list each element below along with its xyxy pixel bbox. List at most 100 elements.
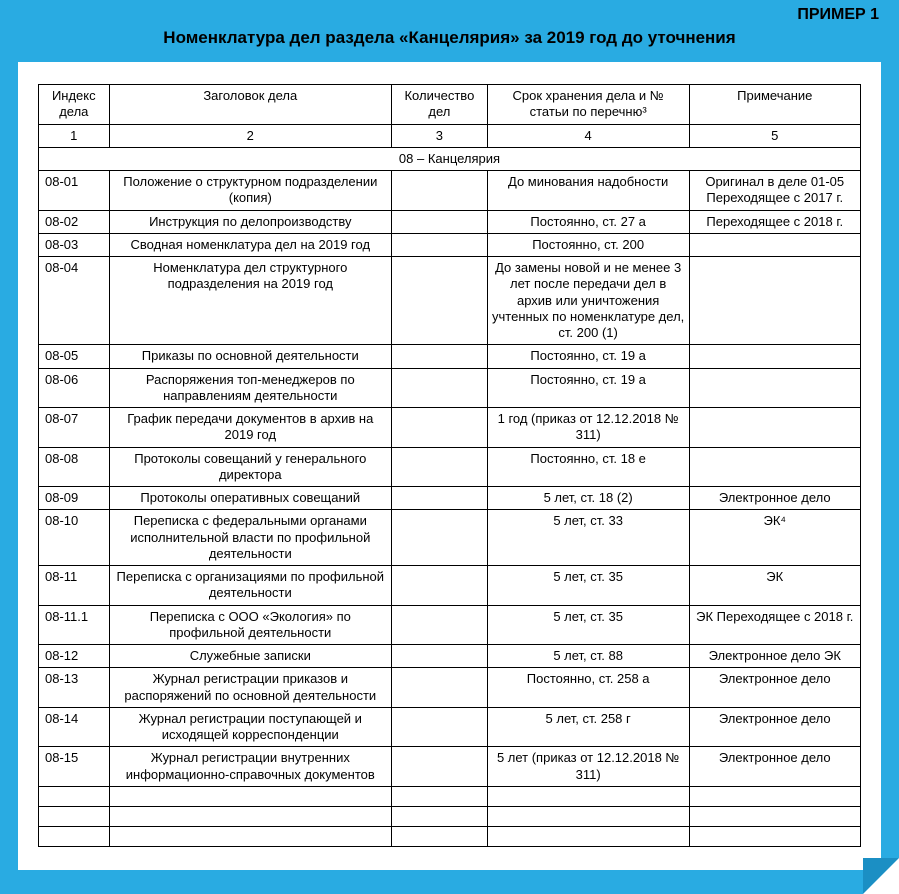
cell-note: Электронное дело	[689, 668, 861, 708]
cell-index: 08-11	[39, 566, 110, 606]
cell-note: ЭК	[689, 566, 861, 606]
col-num-1: 1	[39, 124, 110, 147]
page-body: Индекс дела Заголовок дела Количество де…	[18, 62, 881, 870]
cell-index: 08-14	[39, 707, 110, 747]
nomenclature-table: Индекс дела Заголовок дела Количество де…	[38, 84, 861, 847]
cell-storage: 5 лет, ст. 33	[487, 510, 689, 566]
cell-title: Положение о структурном подразделении (к…	[109, 171, 391, 211]
cell-storage: 1 год (приказ от 12.12.2018 № 311)	[487, 408, 689, 448]
cell-storage: Постоянно, ст. 27 а	[487, 210, 689, 233]
cell-qty	[391, 233, 487, 256]
cell-storage: 5 лет, ст. 35	[487, 605, 689, 645]
table-row-empty	[39, 806, 861, 826]
cell-storage: Постоянно, ст. 18 е	[487, 447, 689, 487]
table-body: 08 – Канцелярия 08-01Положение о структу…	[39, 147, 861, 846]
cell-qty	[391, 707, 487, 747]
cell-note: Электронное дело ЭК	[689, 645, 861, 668]
document-frame: ПРИМЕР 1 Номенклатура дел раздела «Канце…	[0, 0, 899, 894]
table-row: 08-11Переписка с организациями по профил…	[39, 566, 861, 606]
cell-index: 08-06	[39, 368, 110, 408]
table-row-empty	[39, 826, 861, 846]
cell-index: 08-05	[39, 345, 110, 368]
cell-empty	[391, 786, 487, 806]
cell-title: Служебные записки	[109, 645, 391, 668]
cell-index: 08-04	[39, 257, 110, 345]
col-header-storage: Срок хранения дела и № статьи по перечню…	[487, 85, 689, 125]
cell-title: Протоколы совещаний у генерального дирек…	[109, 447, 391, 487]
cell-qty	[391, 510, 487, 566]
cell-note: ЭК⁴	[689, 510, 861, 566]
cell-title: Журнал регистрации поступающей и исходящ…	[109, 707, 391, 747]
cell-empty	[109, 826, 391, 846]
col-header-note: Примечание	[689, 85, 861, 125]
cell-index: 08-11.1	[39, 605, 110, 645]
cell-index: 08-01	[39, 171, 110, 211]
col-header-index: Индекс дела	[39, 85, 110, 125]
cell-storage: Постоянно, ст. 258 а	[487, 668, 689, 708]
cell-title: График передачи документов в архив на 20…	[109, 408, 391, 448]
cell-empty	[689, 806, 861, 826]
cell-qty	[391, 447, 487, 487]
table-row-empty	[39, 786, 861, 806]
cell-title: Сводная номенклатура дел на 2019 год	[109, 233, 391, 256]
cell-empty	[39, 786, 110, 806]
col-header-title: Заголовок дела	[109, 85, 391, 125]
cell-note: Оригинал в деле 01-05 Переходящее с 2017…	[689, 171, 861, 211]
cell-empty	[487, 826, 689, 846]
cell-empty	[487, 786, 689, 806]
cell-qty	[391, 408, 487, 448]
cell-qty	[391, 368, 487, 408]
col-num-2: 2	[109, 124, 391, 147]
header-num-row: 1 2 3 4 5	[39, 124, 861, 147]
col-num-5: 5	[689, 124, 861, 147]
cell-storage: 5 лет, ст. 258 г	[487, 707, 689, 747]
cell-note: ЭК Переходящее с 2018 г.	[689, 605, 861, 645]
cell-note: Переходящее с 2018 г.	[689, 210, 861, 233]
cell-title: Номенклатура дел структурного подразделе…	[109, 257, 391, 345]
cell-empty	[689, 826, 861, 846]
cell-index: 08-13	[39, 668, 110, 708]
cell-note: Электронное дело	[689, 747, 861, 787]
cell-empty	[391, 806, 487, 826]
cell-title: Переписка с ООО «Экология» по профильной…	[109, 605, 391, 645]
cell-index: 08-12	[39, 645, 110, 668]
cell-index: 08-08	[39, 447, 110, 487]
cell-index: 08-09	[39, 487, 110, 510]
cell-title: Приказы по основной деятельности	[109, 345, 391, 368]
cell-empty	[39, 806, 110, 826]
page-curl-icon	[863, 858, 899, 894]
cell-empty	[39, 826, 110, 846]
cell-empty	[487, 806, 689, 826]
cell-index: 08-03	[39, 233, 110, 256]
cell-title: Журнал регистрации приказов и распоряжен…	[109, 668, 391, 708]
table-row: 08-05Приказы по основной деятельностиПос…	[39, 345, 861, 368]
cell-qty	[391, 645, 487, 668]
cell-qty	[391, 345, 487, 368]
cell-note	[689, 345, 861, 368]
table-row: 08-06Распоряжения топ-менеджеров по напр…	[39, 368, 861, 408]
section-label: 08 – Канцелярия	[39, 147, 861, 170]
table-row: 08-07График передачи документов в архив …	[39, 408, 861, 448]
cell-note	[689, 257, 861, 345]
table-row: 08-15Журнал регистрации внутренних инфор…	[39, 747, 861, 787]
page-title: Номенклатура дел раздела «Канцелярия» за…	[0, 0, 899, 62]
cell-storage: До замены новой и не менее 3 лет после п…	[487, 257, 689, 345]
cell-empty	[109, 786, 391, 806]
cell-storage: 5 лет, ст. 88	[487, 645, 689, 668]
cell-note: Электронное дело	[689, 487, 861, 510]
cell-title: Журнал регистрации внутренних информацио…	[109, 747, 391, 787]
cell-qty	[391, 747, 487, 787]
table-row: 08-10Переписка с федеральными органами и…	[39, 510, 861, 566]
cell-storage: 5 лет, ст. 35	[487, 566, 689, 606]
cell-note	[689, 447, 861, 487]
cell-storage: Постоянно, ст. 200	[487, 233, 689, 256]
col-num-3: 3	[391, 124, 487, 147]
cell-qty	[391, 605, 487, 645]
cell-storage: До минования надобности	[487, 171, 689, 211]
table-row: 08-12Служебные записки 5 лет, ст. 88Элект…	[39, 645, 861, 668]
section-row: 08 – Канцелярия	[39, 147, 861, 170]
cell-note	[689, 368, 861, 408]
cell-qty	[391, 257, 487, 345]
cell-storage: 5 лет, ст. 18 (2)	[487, 487, 689, 510]
table-row: 08-08Протоколы совещаний у генерального …	[39, 447, 861, 487]
